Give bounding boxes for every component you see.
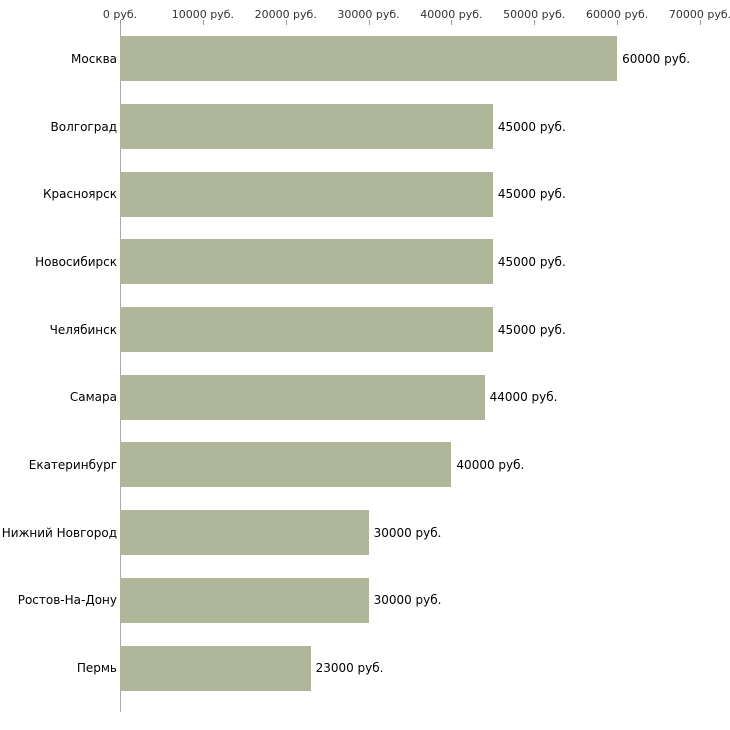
bar-row: Москва 60000 руб. xyxy=(0,25,730,93)
value-label: 44000 руб. xyxy=(489,390,558,405)
bar xyxy=(120,510,369,556)
x-tick-mark xyxy=(202,20,204,25)
x-tick-label: 40000 руб. xyxy=(420,8,483,21)
bar xyxy=(120,307,493,353)
category-label: Екатеринбург xyxy=(28,457,117,472)
bar-row: Ростов-На-Дону 30000 руб. xyxy=(0,567,730,635)
category-label: Новосибирск xyxy=(35,254,117,269)
category-label: Красноярск xyxy=(43,187,117,202)
x-tick-label: 0 руб. xyxy=(102,8,138,21)
bar xyxy=(120,239,493,285)
x-tick-label: 60000 руб. xyxy=(586,8,649,21)
category-label: Пермь xyxy=(76,661,117,676)
x-tick-mark xyxy=(285,20,287,25)
category-label: Челябинск xyxy=(49,322,117,337)
bar xyxy=(120,645,311,691)
category-label: Волгоград xyxy=(50,119,117,134)
bar-row: Волгоград 45000 руб. xyxy=(0,93,730,161)
x-tick-label: 70000 руб. xyxy=(668,8,730,21)
value-label: 45000 руб. xyxy=(497,254,566,269)
x-tick-mark xyxy=(617,20,619,25)
x-tick-label: 30000 руб. xyxy=(337,8,400,21)
bar xyxy=(120,104,493,150)
value-label: 23000 руб. xyxy=(315,661,384,676)
category-label: Нижний Новгород xyxy=(1,525,117,540)
bar-rows: Москва 60000 руб. Волгоград 45000 руб. Красн… xyxy=(0,25,730,702)
x-tick-mark xyxy=(368,20,370,25)
bar-row: Самара 44000 руб. xyxy=(0,363,730,431)
x-tick-label: 50000 руб. xyxy=(503,8,566,21)
value-label: 45000 руб. xyxy=(497,322,566,337)
value-label: 60000 руб. xyxy=(622,51,691,66)
value-label: 45000 руб. xyxy=(497,187,566,202)
value-label: 30000 руб. xyxy=(373,593,442,608)
category-label: Москва xyxy=(71,51,117,66)
bar-row: Екатеринбург 40000 руб. xyxy=(0,431,730,499)
value-label: 40000 руб. xyxy=(456,457,525,472)
value-label: 30000 руб. xyxy=(373,525,442,540)
y-axis-line xyxy=(120,25,121,712)
value-label: 45000 руб. xyxy=(497,119,566,134)
bar-row: Пермь 23000 руб. xyxy=(0,634,730,702)
bar-row: Красноярск 45000 руб. xyxy=(0,160,730,228)
x-tick-mark xyxy=(700,20,701,25)
x-axis: 0 руб. 10000 руб. 20000 руб. 30000 руб. 4000… xyxy=(0,0,730,28)
category-label: Самара xyxy=(69,390,117,405)
x-tick-mark xyxy=(120,20,121,25)
x-tick-label: 10000 руб. xyxy=(171,8,234,21)
bar xyxy=(120,442,452,488)
x-tick-mark xyxy=(451,20,453,25)
bar-row: Новосибирск 45000 руб. xyxy=(0,228,730,296)
bar xyxy=(120,171,493,217)
bar xyxy=(120,36,618,82)
x-tick-mark xyxy=(534,20,536,25)
x-tick-label: 20000 руб. xyxy=(254,8,317,21)
bar xyxy=(120,577,369,623)
bar-row: Челябинск 45000 руб. xyxy=(0,296,730,364)
category-label: Ростов-На-Дону xyxy=(17,593,117,608)
bar xyxy=(120,374,485,420)
bar-row: Нижний Новгород 30000 руб. xyxy=(0,499,730,567)
